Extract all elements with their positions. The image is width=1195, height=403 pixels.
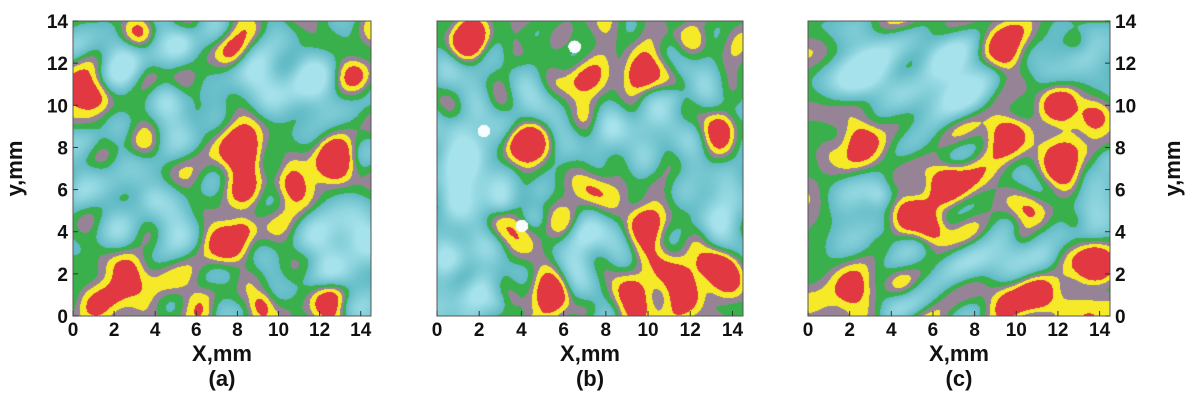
y-tick-label: 8: [57, 138, 68, 159]
x-tick-label: 4: [516, 320, 527, 341]
x-tick-label: 4: [150, 320, 161, 341]
x-tick-label: 12: [1047, 320, 1068, 341]
y-tick-label: 10: [1115, 96, 1136, 117]
y-tick-label: 14: [47, 12, 69, 33]
x-tick-label: 6: [558, 320, 569, 341]
x-tick-label: 6: [928, 320, 939, 341]
x-tick-label: 10: [268, 320, 289, 341]
x-tick-label: 2: [844, 320, 855, 341]
x-tick-label: 6: [191, 320, 202, 341]
y-axis-label: y,mm: [1160, 141, 1185, 197]
y-tick-label: 6: [1115, 181, 1126, 202]
y-tick-label: 0: [57, 307, 68, 328]
x-tick-label: 12: [309, 320, 330, 341]
x-tick-label: 4: [886, 320, 897, 341]
y-tick-label: 0: [1115, 307, 1126, 328]
x-tick-label: 10: [1006, 320, 1027, 341]
heatmap-image: [73, 21, 371, 316]
x-tick-label: 2: [474, 320, 485, 341]
y-tick-label: 6: [57, 181, 68, 202]
y-tick-label: 2: [57, 265, 68, 286]
panel-label: (b): [576, 366, 604, 391]
y-tick-label: 4: [1115, 223, 1126, 244]
x-tick-label: 8: [601, 320, 612, 341]
y-tick-label: 2: [1115, 265, 1126, 286]
y-tick-label: 14: [1115, 12, 1137, 33]
x-tick-label: 0: [68, 320, 79, 341]
x-tick-label: 0: [803, 320, 814, 341]
y-axis-label: y,mm: [2, 141, 27, 197]
x-tick-label: 2: [109, 320, 120, 341]
panel-b: 0 2 4 6 8 10 12 14 X,mm(b): [432, 20, 744, 391]
plot-frame: [72, 20, 372, 317]
x-tick-label: 12: [680, 320, 701, 341]
y-tick-label: 12: [47, 54, 68, 75]
heatmap-image: [808, 21, 1110, 316]
x-tick-label: 14: [350, 320, 372, 341]
plot-frame: [436, 20, 744, 317]
x-tick-label: 8: [232, 320, 243, 341]
x-tick-label: 14: [722, 320, 744, 341]
panel-label: (c): [946, 366, 973, 391]
y-tick-label: 12: [1115, 54, 1136, 75]
heatmap-image: [437, 21, 743, 316]
plot-frame: [807, 20, 1111, 317]
x-tick-label: 14: [1089, 320, 1111, 341]
x-axis-label: X,mm: [560, 341, 620, 366]
y-tick-label: 10: [47, 96, 68, 117]
panel-a: 0 2 4 6 8 10 12 14 0 2 4 6 8 10 12 14 y,mm X,mm(a): [2, 12, 372, 391]
x-tick-label: 8: [969, 320, 980, 341]
x-tick-label: 0: [432, 320, 443, 341]
panel-label: (a): [209, 366, 236, 391]
x-axis-label: X,mm: [192, 341, 252, 366]
y-tick-label: 4: [57, 223, 68, 244]
x-axis-label: X,mm: [929, 341, 989, 366]
y-tick-label: 8: [1115, 138, 1126, 159]
x-tick-label: 10: [637, 320, 658, 341]
